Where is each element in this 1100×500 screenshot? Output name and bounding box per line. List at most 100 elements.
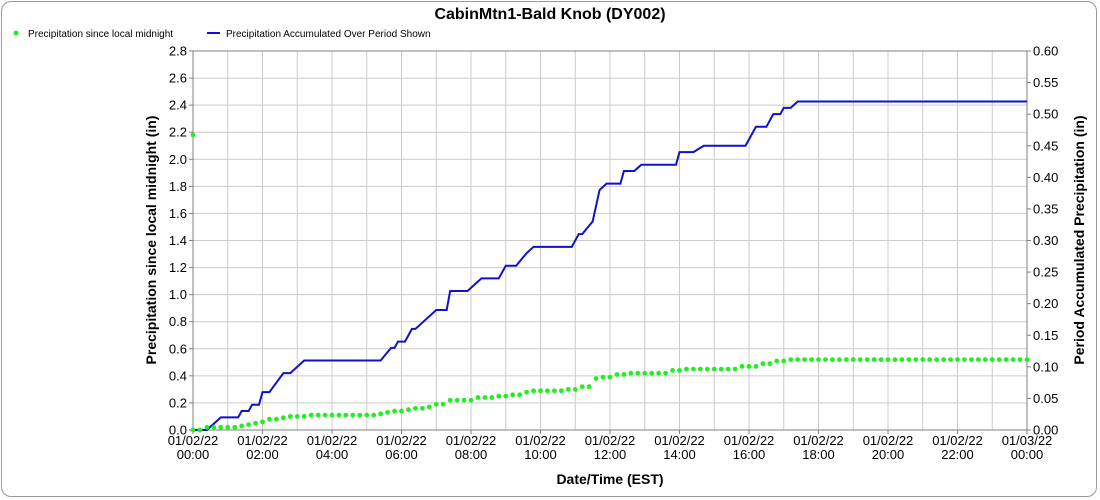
x-tick-date: 01/02/22 [585,433,636,448]
data-point [989,357,995,363]
data-point [545,388,550,394]
data-point [406,407,411,413]
data-point [461,397,467,403]
right-axis-label: Period Accumulated Precipitation (in) [1071,115,1087,364]
data-point [767,361,773,367]
data-point [246,422,252,427]
right-tick-label: 0.35 [1033,201,1058,216]
data-point [197,427,203,433]
left-tick-label: 0.6 [169,341,187,356]
left-tick-label: 1.0 [169,287,187,302]
data-point [204,424,210,430]
data-point [399,408,404,414]
data-point [739,363,745,369]
data-point [267,416,272,422]
data-point [850,357,856,363]
data-point [1017,357,1023,363]
data-point [413,405,418,411]
x-tick-date: 01/02/22 [307,433,358,448]
data-point [677,368,682,373]
right-tick-label: 0.50 [1033,107,1058,122]
x-tick-time: 16:00 [733,447,766,462]
data-point [239,423,245,429]
data-point [503,393,509,399]
data-point [1010,357,1016,363]
right-tick-label: 0.25 [1033,265,1058,280]
left-tick-label: 1.4 [169,233,187,248]
left-tick-label: 0.8 [169,314,187,329]
data-point [934,357,940,363]
data-point [885,357,891,363]
legend-label-since-midnight: Precipitation since local midnight [28,29,173,40]
left-tick-label: 2.8 [169,44,187,59]
data-point [378,411,384,417]
data-point [969,357,974,363]
left-tick-label: 2.0 [169,152,187,167]
chart-title: CabinMtn1-Bald Knob (DY002) [434,6,665,23]
right-tick-label: 0.55 [1033,75,1058,90]
data-point [843,357,849,363]
data-point [524,389,529,395]
data-point [510,392,516,398]
x-tick-time: 18:00 [802,447,835,462]
data-point [552,388,557,394]
x-tick-date: 01/02/22 [237,433,288,448]
data-point [718,366,724,372]
data-point [218,424,224,430]
data-point [280,415,286,421]
data-point [948,357,953,363]
data-point [795,357,801,363]
data-point [774,358,780,364]
data-point [211,424,217,430]
data-point [642,370,648,376]
data-point [468,397,474,403]
gridlines [193,51,1027,430]
x-tick-time: 00:00 [1011,447,1044,462]
data-point [357,412,363,418]
x-tick-time: 06:00 [385,447,418,462]
data-point [788,357,794,363]
data-point [816,357,821,363]
data-point [836,357,842,363]
data-point [531,388,536,394]
data-point [941,357,946,363]
data-point [628,370,634,376]
right-tick-label: 0.15 [1033,328,1058,343]
data-point [725,366,731,372]
left-tick-label: 1.6 [169,206,187,221]
data-point [454,397,460,403]
data-point [433,401,439,407]
data-point [635,370,641,376]
data-point [287,414,293,419]
x-tick-date: 01/02/22 [515,433,566,448]
data-point [489,395,495,400]
data-point [475,395,481,400]
left-tick-label: 0.4 [169,368,187,383]
data-point [906,357,912,363]
data-point [301,414,307,419]
data-point [955,357,960,363]
left-tick-label: 2.6 [169,71,187,86]
data-point [753,363,759,369]
data-point [809,357,814,363]
data-point [878,357,884,363]
right-tick-label: 0.30 [1033,233,1058,248]
data-point [823,357,828,363]
right-axis-ticks: 0.00 0.05 0.10 0.15 0.20 0.25 0.30 0.35 0.40 0.45… [1027,44,1058,438]
data-point [294,414,300,419]
data-point [260,419,265,425]
left-axis-ticks: 0.0 0.2 0.4 0.6 0.8 1.0 1.2 1.4 1.6 1.8 2.0 2.2 2.4 2… [169,44,193,438]
data-point [447,397,453,403]
right-tick-label: 0.00 [1033,423,1058,438]
legend-marker-points [13,30,19,36]
data-point [663,370,668,376]
data-point-outlier [190,132,196,138]
right-tick-label: 0.05 [1033,391,1058,406]
left-tick-label: 1.2 [169,260,187,275]
data-point [558,388,564,394]
data-point [697,366,703,372]
x-tick-time: 14:00 [663,447,696,462]
data-point [996,357,1002,363]
